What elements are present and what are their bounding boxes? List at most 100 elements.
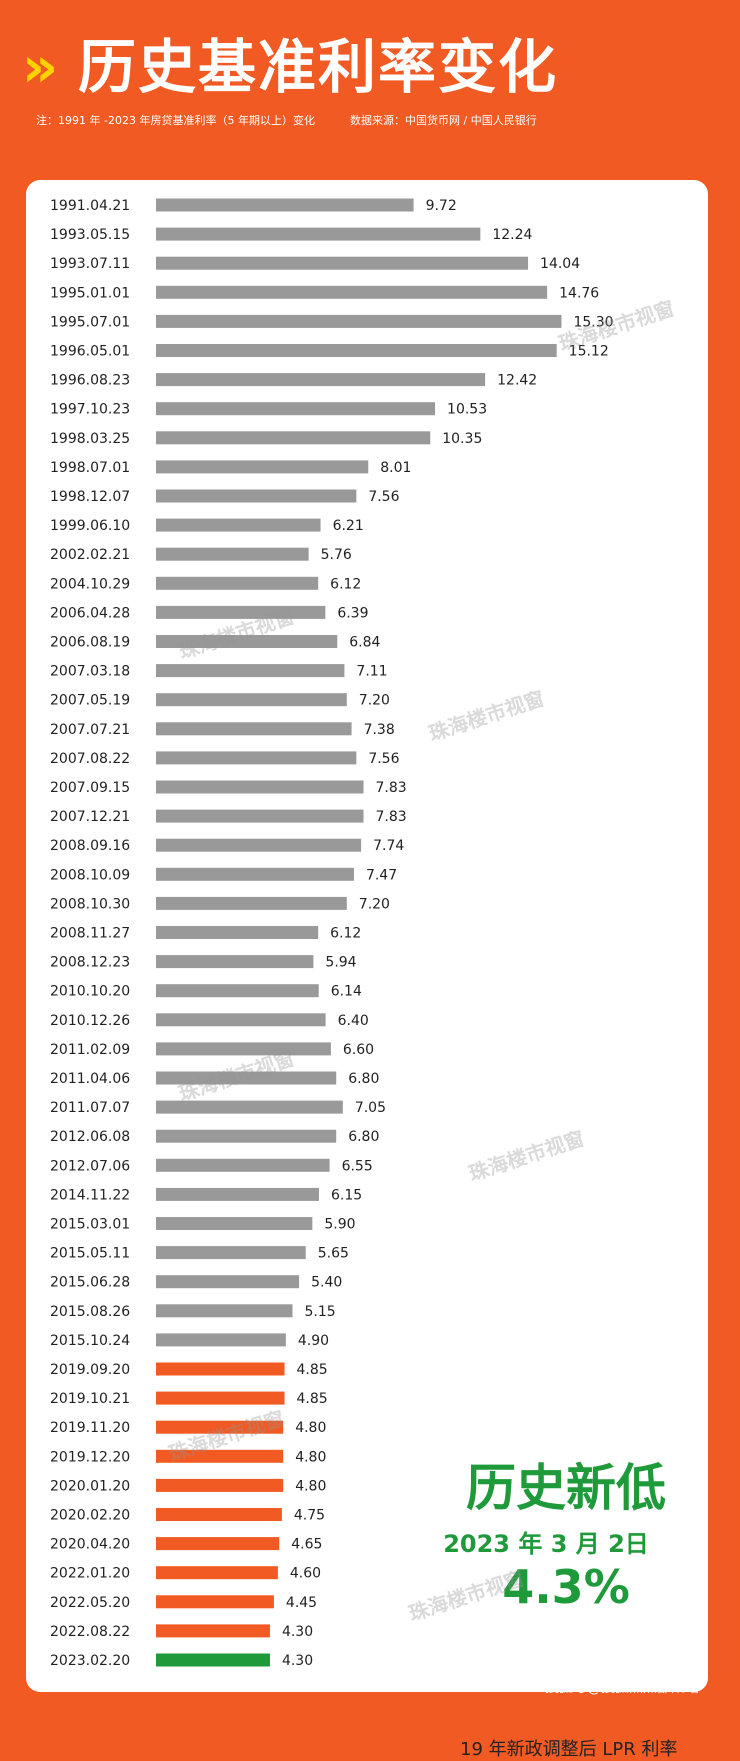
- bar: [156, 1391, 285, 1405]
- value-label: 4.60: [290, 1566, 321, 1582]
- category-label: 2008.09.16: [50, 838, 130, 854]
- chevron-right-icon: »: [22, 35, 58, 100]
- category-label: 2022.05.20: [50, 1595, 130, 1611]
- category-label: 2019.12.20: [50, 1449, 130, 1465]
- category-label: 1995.07.01: [50, 314, 130, 330]
- category-label: 2019.09.20: [50, 1362, 130, 1378]
- value-label: 4.30: [282, 1653, 313, 1669]
- chart-note: 注：1991 年 -2023 年房贷基准利率（5 年期以上）变化: [36, 114, 315, 127]
- bar: [156, 547, 309, 561]
- chart-card: 1991.04.21 9.72 1993.05.15 12.24 1993.07.11 1…: [26, 180, 708, 1760]
- value-label: 7.11: [356, 664, 387, 680]
- value-label: 5.94: [325, 955, 356, 971]
- bar: [156, 1013, 326, 1027]
- bar: [156, 1129, 337, 1143]
- bar: [156, 256, 529, 270]
- category-label: 2015.05.11: [50, 1246, 130, 1262]
- bar: [156, 838, 362, 852]
- value-label: 4.65: [291, 1537, 322, 1553]
- bar: [156, 1217, 313, 1230]
- bar: [156, 1566, 278, 1580]
- category-label: 2010.12.26: [50, 1013, 130, 1029]
- category-label: 2011.07.07: [50, 1100, 130, 1116]
- value-label: 6.80: [348, 1071, 379, 1087]
- category-label: 2012.07.06: [50, 1158, 130, 1174]
- bar: [156, 1449, 284, 1463]
- value-label: 12.42: [497, 373, 537, 389]
- data-source: 数据来源：中国货币网 / 中国人民银行: [350, 114, 537, 127]
- bar: [156, 1304, 293, 1318]
- bar: [156, 344, 557, 357]
- bar: [156, 314, 562, 328]
- value-label: 6.14: [331, 984, 362, 1000]
- category-label: 2007.12.21: [50, 809, 130, 825]
- value-label: 7.20: [359, 693, 390, 709]
- category-label: 1996.05.01: [50, 344, 130, 360]
- value-label: 15.12: [569, 344, 609, 360]
- category-label: 2020.02.20: [50, 1508, 130, 1524]
- category-label: 2007.05.19: [50, 693, 130, 709]
- category-label: 2015.10.24: [50, 1333, 130, 1349]
- bar: [156, 896, 347, 910]
- legend-label: 19 年新政调整后 LPR 利率: [460, 1739, 678, 1760]
- bar: [156, 1624, 270, 1638]
- category-label: 2011.02.09: [50, 1042, 130, 1058]
- value-label: 4.45: [286, 1595, 317, 1611]
- bar: [156, 1508, 282, 1521]
- bar: [156, 1653, 270, 1667]
- value-label: 5.76: [321, 547, 352, 563]
- category-label: 2004.10.29: [50, 576, 130, 592]
- page-title: 历史基准利率变化: [78, 33, 559, 101]
- value-label: 4.80: [295, 1420, 326, 1436]
- value-label: 7.56: [368, 751, 399, 767]
- bar: [156, 1537, 280, 1551]
- value-label: 6.84: [349, 635, 380, 651]
- category-label: 2008.10.09: [50, 867, 130, 883]
- bar: [156, 1042, 331, 1056]
- value-label: 7.83: [375, 809, 406, 825]
- category-label: 2015.08.26: [50, 1304, 130, 1320]
- category-label: 2019.11.20: [50, 1420, 130, 1436]
- value-label: 7.38: [364, 722, 395, 738]
- bar: [156, 1420, 284, 1434]
- value-label: 14.04: [540, 256, 580, 272]
- category-label: 2011.04.06: [50, 1071, 130, 1087]
- category-label: 2014.11.22: [50, 1187, 130, 1203]
- bar: [156, 1478, 284, 1492]
- bar: [156, 693, 347, 707]
- value-label: 10.53: [447, 402, 487, 418]
- bar: [156, 664, 345, 678]
- value-label: 5.90: [324, 1217, 355, 1233]
- category-label: 2010.10.20: [50, 984, 130, 1000]
- bar: [156, 780, 364, 794]
- category-label: 1998.03.25: [50, 431, 130, 447]
- value-label: 8.01: [380, 460, 411, 476]
- category-label: 2020.04.20: [50, 1537, 130, 1553]
- category-label: 1998.12.07: [50, 489, 130, 505]
- category-label: 2019.10.21: [50, 1391, 130, 1407]
- footer-credit: 搜狐号@搜狐焦点邵阳站: [545, 1680, 699, 1696]
- value-label: 6.21: [333, 518, 364, 534]
- value-label: 6.80: [348, 1129, 379, 1145]
- value-label: 7.74: [373, 838, 404, 854]
- bar: [156, 984, 319, 998]
- bar: [156, 1071, 337, 1085]
- bar: [156, 198, 414, 212]
- bar: [156, 635, 338, 648]
- value-label: 4.75: [294, 1508, 325, 1524]
- bar: [156, 1100, 343, 1114]
- category-label: 2007.08.22: [50, 751, 130, 767]
- bar: [156, 1246, 306, 1260]
- header: » 历史基准利率变化 注：1991 年 -2023 年房贷基准利率（5 年期以上…: [0, 0, 740, 180]
- bar: [156, 285, 548, 299]
- legend-swatch: [418, 1742, 450, 1754]
- category-label: 2007.03.18: [50, 664, 130, 680]
- category-label: 1995.01.01: [50, 285, 130, 301]
- value-label: 6.55: [342, 1158, 373, 1174]
- category-label: 2006.04.28: [50, 605, 130, 621]
- bar: [156, 809, 364, 823]
- value-label: 7.56: [368, 489, 399, 505]
- value-label: 7.05: [355, 1100, 386, 1116]
- category-label: 1993.05.15: [50, 227, 130, 243]
- bar: [156, 373, 486, 387]
